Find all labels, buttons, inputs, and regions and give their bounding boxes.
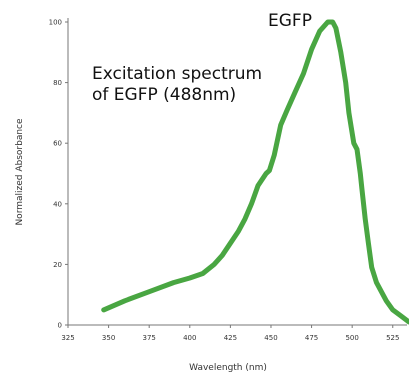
series-line-egfp (101, 19, 409, 325)
y-tick-label: 20 (53, 261, 62, 269)
x-tick-label: 500 (345, 334, 358, 342)
series-label-egfp: EGFP (268, 11, 312, 31)
x-tick-label: 525 (386, 334, 399, 342)
x-axis-title: Wavelength (nm) (189, 363, 267, 373)
tick-marks (65, 21, 394, 328)
x-tick-label: 425 (224, 334, 237, 342)
y-tick-label: 100 (49, 19, 62, 27)
tick-labels: 325 350 375 400 425 450 475 500 525 0 20 40 60 80 100 (49, 19, 400, 343)
x-tick-label: 475 (305, 334, 318, 342)
caption-line2: of EGFP (488nm) (92, 85, 236, 105)
series-layer (101, 19, 409, 325)
caption-line1: Excitation spectrum (92, 64, 262, 84)
y-axis-title: Normalized Absorbance (15, 118, 25, 226)
y-tick-label: 0 (58, 322, 62, 330)
x-tick-label: 350 (102, 334, 115, 342)
x-tick-label: 325 (61, 334, 74, 342)
x-tick-label: 375 (143, 334, 156, 342)
axes (67, 18, 407, 326)
y-tick-label: 60 (53, 140, 62, 148)
x-tick-label: 400 (183, 334, 196, 342)
x-tick-label: 450 (264, 334, 277, 342)
y-tick-label: 40 (53, 200, 62, 208)
y-tick-label: 80 (53, 79, 62, 87)
